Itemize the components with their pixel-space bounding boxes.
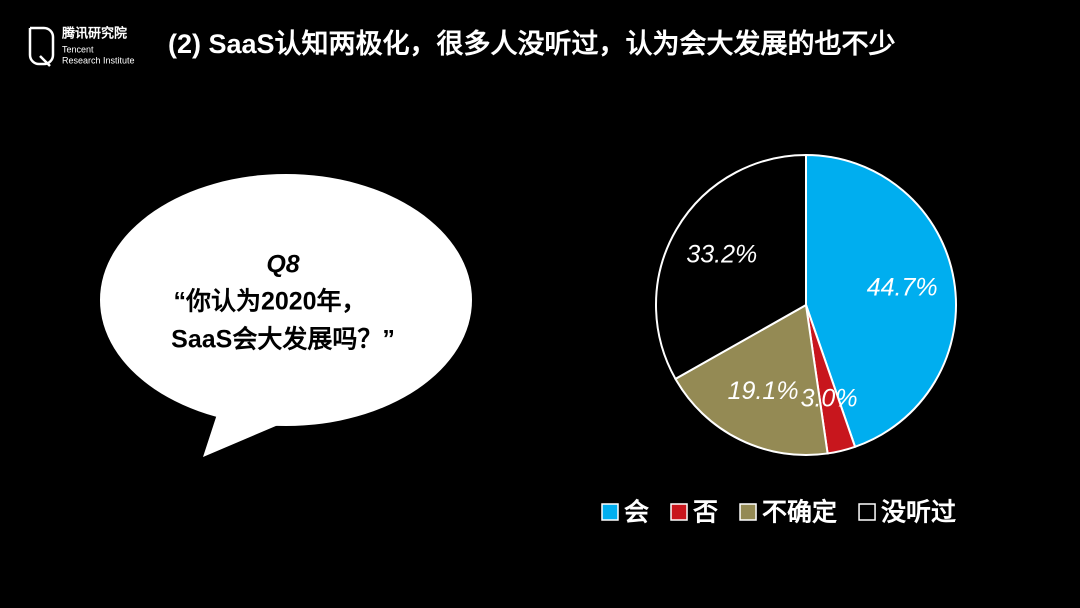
pie-slice: [805, 153, 957, 449]
legend-label: 会: [624, 499, 649, 527]
legend-swatch: [601, 503, 619, 521]
logo-mark: [28, 26, 55, 67]
pie-slice: [674, 303, 829, 456]
pie-chart: 44.7% 3.0%19.1% 33.2%: [655, 153, 957, 456]
slide-title: (2) SaaS认知两极化，很多人没听过，认为会大发展的也不少: [168, 28, 896, 59]
logo-text: Tencent: [62, 44, 94, 54]
legend-swatch: [670, 503, 688, 521]
logo-text: 腾讯研究院: [61, 25, 127, 40]
data-label: 19.1%: [728, 377, 799, 405]
pie-slice: [655, 153, 807, 381]
logo-text: Research Institute: [62, 55, 135, 65]
bubble-text: SaaS会大发展吗？”: [171, 325, 395, 354]
bubble-body: [100, 174, 472, 426]
data-label: 33.2%: [686, 241, 757, 269]
legend-swatch: [739, 503, 757, 521]
data-label: 3.0%: [801, 384, 858, 412]
legend-swatch: [858, 503, 876, 521]
logo: 腾讯研究院 Tencent Research Institute: [28, 25, 135, 67]
data-label: 44.7%: [867, 273, 938, 301]
bubble-text: “你认为2020年，: [173, 287, 366, 316]
speech-bubble: Q8 “你认为2020年， SaaS会大发展吗？”: [100, 174, 472, 457]
legend-label: 否: [692, 499, 718, 527]
legend-label: 不确定: [762, 498, 837, 527]
bubble-text: Q8: [266, 251, 299, 279]
legend: 会 否 不确定 没听过: [601, 498, 956, 527]
legend-label: 没听过: [881, 499, 956, 527]
